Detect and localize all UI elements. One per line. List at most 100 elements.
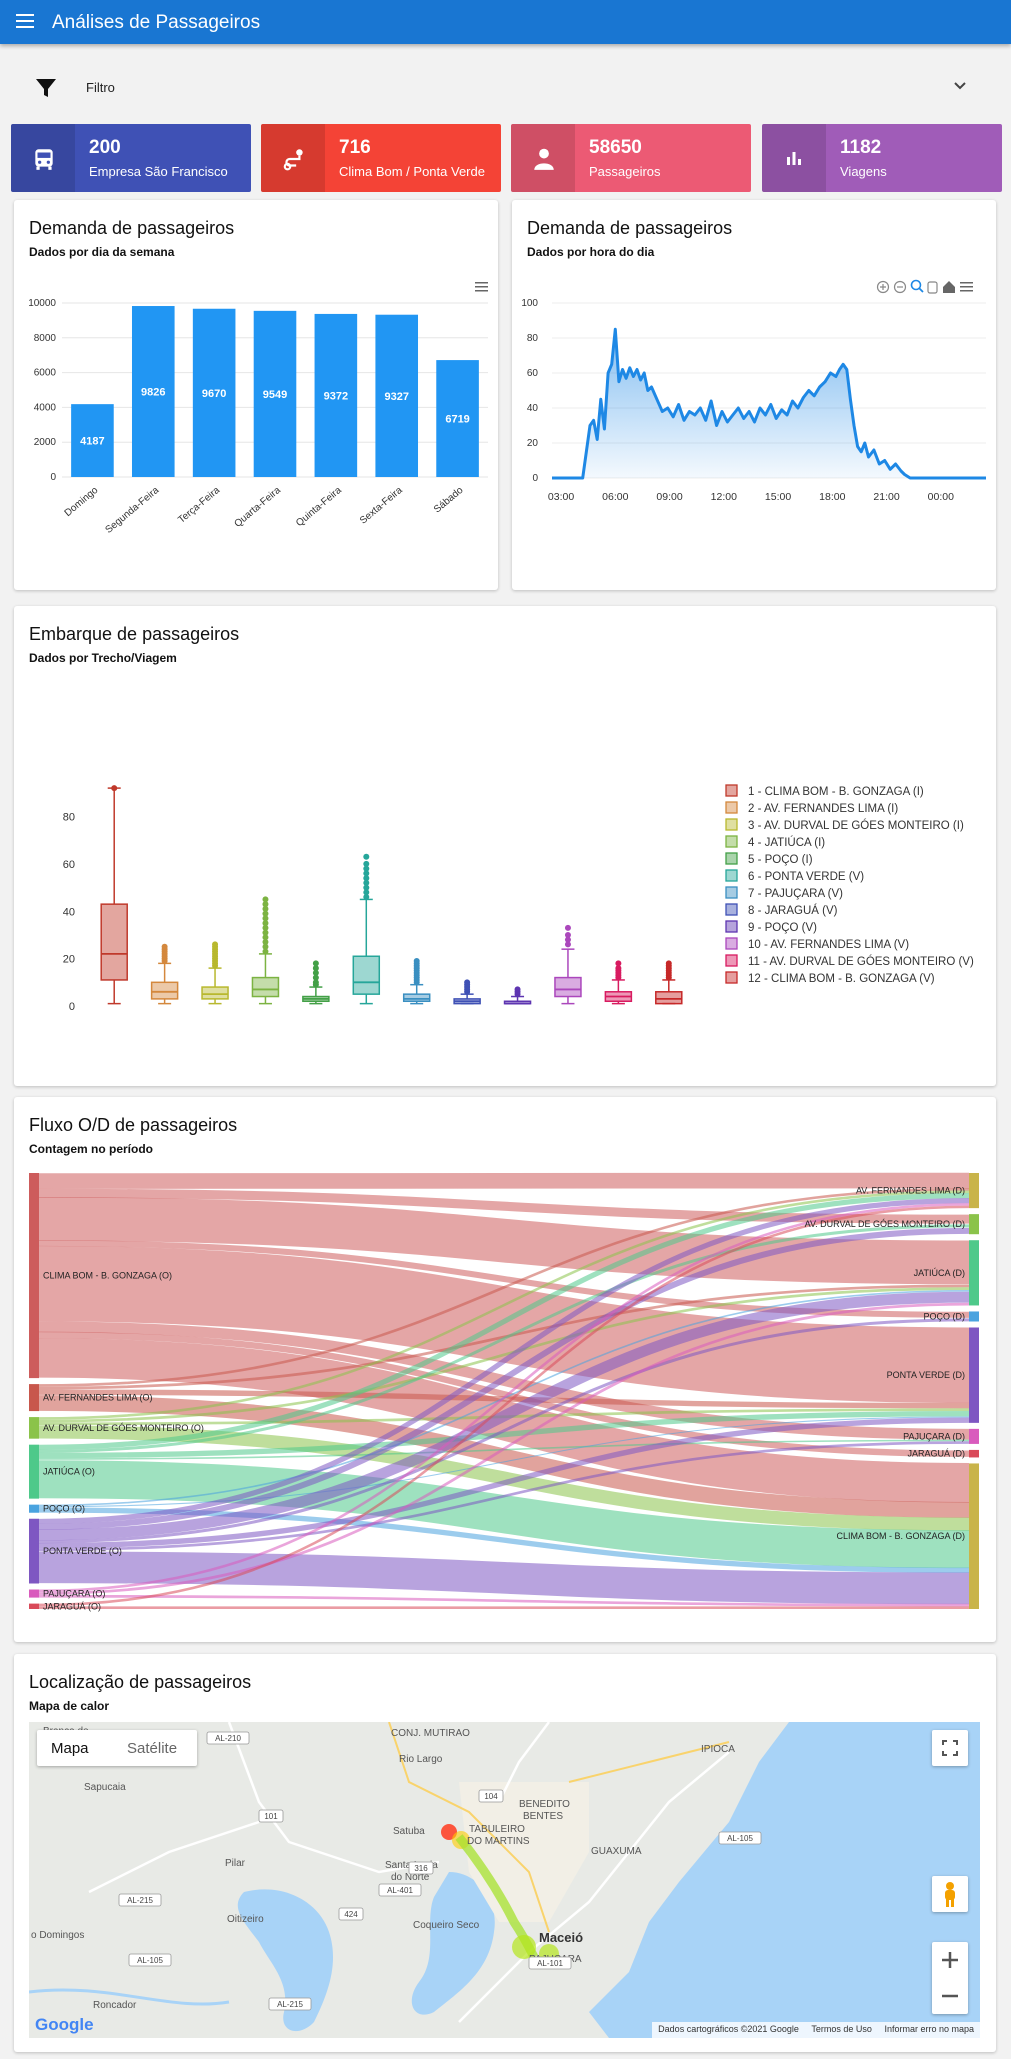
- sankey-link[interactable]: [38, 1417, 970, 1549]
- origin-node[interactable]: [29, 1589, 39, 1598]
- sankey-link[interactable]: [38, 1227, 970, 1530]
- sankey-link[interactable]: [38, 1318, 970, 1544]
- destination-node[interactable]: [969, 1173, 979, 1209]
- origin-node[interactable]: [29, 1417, 39, 1439]
- street-view-button[interactable]: [932, 1876, 968, 1912]
- origin-node[interactable]: [29, 1444, 39, 1499]
- origin-node[interactable]: [29, 1504, 39, 1513]
- box-3[interactable]: [201, 941, 229, 1005]
- report-error-link[interactable]: Informar erro no mapa: [884, 2024, 974, 2034]
- sankey-link[interactable]: [38, 1188, 970, 1387]
- box-8[interactable]: [453, 979, 481, 1005]
- bar[interactable]: [253, 310, 297, 477]
- legend-item[interactable]: 7 - PAJUÇARA (V): [725, 886, 843, 900]
- box-4[interactable]: [251, 896, 280, 1005]
- box-5[interactable]: [302, 960, 330, 1005]
- zoom-in-icon[interactable]: [876, 280, 890, 294]
- sankey-link[interactable]: [38, 1203, 970, 1593]
- sankey-link[interactable]: [38, 1331, 970, 1457]
- legend-item[interactable]: 1 - CLIMA BOM - B. GONZAGA (I): [725, 784, 924, 798]
- box-1[interactable]: [100, 785, 128, 1005]
- area-fill: [552, 329, 986, 478]
- sankey-link[interactable]: [38, 1205, 970, 1607]
- origin-node[interactable]: [29, 1603, 39, 1609]
- sankey-link[interactable]: [38, 1190, 970, 1420]
- origin-node[interactable]: [29, 1173, 39, 1379]
- legend-item[interactable]: 2 - AV. FERNANDES LIMA (I): [725, 801, 898, 815]
- sankey-link[interactable]: [38, 1441, 970, 1552]
- chart-menu-icon[interactable]: [960, 282, 973, 292]
- bar[interactable]: [131, 306, 175, 477]
- bar[interactable]: [71, 404, 114, 477]
- y-tick-label: 0: [50, 472, 56, 483]
- box-7[interactable]: [402, 958, 431, 1005]
- legend-label: 11 - AV. DURVAL DE GÓES MONTEIRO (V): [748, 955, 974, 968]
- destination-node[interactable]: [969, 1327, 979, 1423]
- origin-node[interactable]: [29, 1518, 39, 1584]
- map-tab-map[interactable]: Mapa: [51, 1740, 89, 1757]
- origin-node[interactable]: [29, 1384, 39, 1412]
- box-2[interactable]: [150, 943, 179, 1005]
- reset-home-icon[interactable]: [943, 281, 955, 293]
- bar[interactable]: [375, 314, 419, 477]
- pan-hand-icon[interactable]: [927, 281, 938, 294]
- box-10[interactable]: [554, 924, 582, 1005]
- sankey-link[interactable]: [38, 1395, 970, 1518]
- sankey-link[interactable]: [38, 1507, 970, 1573]
- destination-node[interactable]: [969, 1311, 979, 1322]
- sankey-link[interactable]: [38, 1411, 970, 1459]
- fullscreen-button[interactable]: [932, 1730, 968, 1766]
- legend-item[interactable]: 5 - POÇO (I): [725, 852, 813, 866]
- box-6[interactable]: [352, 853, 381, 1005]
- destination-node[interactable]: [969, 1428, 979, 1444]
- bar[interactable]: [314, 313, 358, 477]
- zoom-control[interactable]: [932, 1942, 968, 2014]
- zoom-out-minus-icon[interactable]: [932, 1978, 968, 2014]
- bar[interactable]: [436, 360, 479, 477]
- sankey-link[interactable]: [38, 1460, 970, 1569]
- legend-item[interactable]: 10 - AV. FERNANDES LIMA (V): [725, 937, 909, 951]
- destination-node[interactable]: [969, 1463, 979, 1609]
- outlier-point: [262, 939, 269, 946]
- sankey-link[interactable]: [38, 1224, 970, 1453]
- sankey-link[interactable]: [38, 1197, 970, 1285]
- selection-zoom-icon[interactable]: [910, 279, 924, 293]
- series-line[interactable]: [552, 327, 986, 480]
- sankey-link[interactable]: [38, 1594, 970, 1607]
- filter-panel[interactable]: Filtro: [0, 56, 1011, 118]
- legend-label: 8 - JARAGUÁ (V): [748, 904, 838, 917]
- destination-node[interactable]: [969, 1240, 979, 1306]
- destination-node[interactable]: [969, 1449, 979, 1458]
- legend-item[interactable]: 9 - POÇO (V): [725, 920, 817, 934]
- legend-item[interactable]: 12 - CLIMA BOM - B. GONZAGA (V): [725, 971, 935, 985]
- chart-menu-icon[interactable]: [475, 282, 488, 292]
- expand-chevron-icon[interactable]: [952, 80, 968, 92]
- zoom-out-icon[interactable]: [893, 280, 907, 294]
- sankey-link[interactable]: [38, 1291, 970, 1541]
- box-9[interactable]: [503, 986, 532, 1005]
- sankey-link[interactable]: [38, 1192, 970, 1450]
- hamburger-menu-icon[interactable]: [16, 14, 34, 30]
- bar-value-label: 9826: [141, 387, 165, 399]
- map-type-control[interactable]: Mapa Satélite: [37, 1730, 197, 1766]
- legend-item[interactable]: 3 - AV. DURVAL DE GÓES MONTEIRO (I): [725, 818, 964, 832]
- terms-link[interactable]: Termos de Uso: [811, 2024, 872, 2034]
- zoom-in-plus-icon[interactable]: [932, 1942, 968, 1978]
- sankey-link[interactable]: [38, 1302, 970, 1595]
- sankey-link[interactable]: [38, 1172, 970, 1189]
- sankey-link[interactable]: [38, 1287, 970, 1423]
- sankey-link[interactable]: [38, 1198, 970, 1525]
- destination-node[interactable]: [969, 1214, 979, 1235]
- box-12[interactable]: [655, 960, 683, 1005]
- legend-item[interactable]: 11 - AV. DURVAL DE GÓES MONTEIRO (V): [725, 954, 974, 968]
- legend-item[interactable]: 8 - JARAGUÁ (V): [725, 903, 838, 917]
- legend-item[interactable]: 6 - PONTA VERDE (V): [725, 869, 864, 883]
- legend-item[interactable]: 4 - JATIÚCA (I): [725, 835, 825, 849]
- map-tab-satellite[interactable]: Satélite: [127, 1740, 178, 1757]
- bar[interactable]: [192, 308, 236, 477]
- box-11[interactable]: [604, 960, 633, 1005]
- outlier-point: [564, 924, 571, 931]
- place-label: Oitizeiro: [227, 1914, 264, 1925]
